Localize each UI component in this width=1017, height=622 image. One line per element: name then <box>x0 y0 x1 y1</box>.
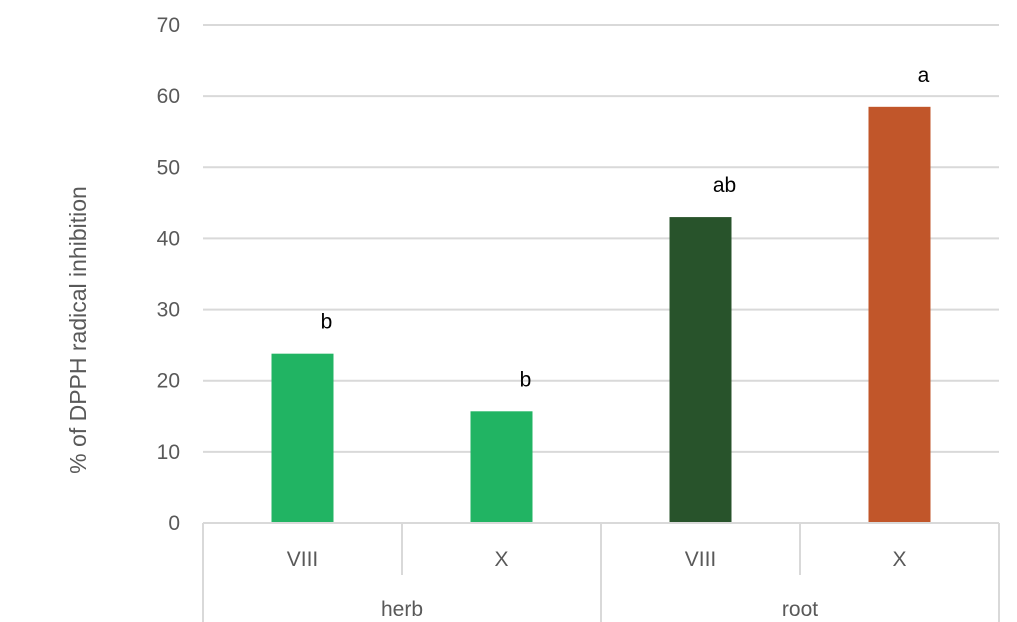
bar <box>868 106 931 524</box>
x-group-label: herb <box>381 598 423 621</box>
x-tick-label: VIII <box>287 548 319 571</box>
data-labels: b b ab a <box>321 64 930 391</box>
y-tick-label: 60 <box>157 85 180 108</box>
y-tick-label: 30 <box>157 299 180 322</box>
data-label: a <box>918 64 930 87</box>
x-tick-label: X <box>892 548 906 571</box>
data-label: b <box>520 368 532 391</box>
x-tick-label: X <box>494 548 508 571</box>
y-tick-label: 20 <box>157 370 180 393</box>
bars <box>271 106 931 524</box>
bar <box>470 411 533 523</box>
y-tick-label: 70 <box>157 14 180 37</box>
data-label: b <box>321 311 333 334</box>
y-axis-ticks: 0 10 20 30 40 50 60 70 <box>157 14 180 535</box>
bar <box>271 353 334 523</box>
bar <box>669 217 732 524</box>
x-group-label: root <box>782 598 818 621</box>
y-axis-label: % of DPPH radical inhibition <box>65 186 91 474</box>
gridlines <box>203 24 999 453</box>
data-label: ab <box>713 174 736 197</box>
y-tick-label: 50 <box>157 156 180 179</box>
x-tick-label: VIII <box>685 548 717 571</box>
y-tick-label: 0 <box>168 512 180 535</box>
y-tick-label: 40 <box>157 227 180 250</box>
y-tick-label: 10 <box>157 441 180 464</box>
